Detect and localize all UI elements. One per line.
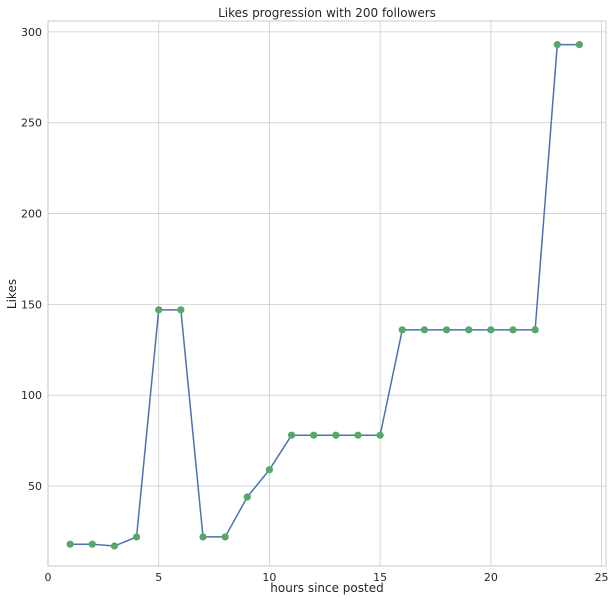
x-tick-labels: 0 5 10 15 20 25 xyxy=(45,571,609,584)
data-point xyxy=(531,326,539,334)
plot-frame xyxy=(47,20,607,567)
data-point xyxy=(243,493,251,501)
data-point xyxy=(332,431,340,439)
series-line-segment xyxy=(113,536,138,547)
series-line-group xyxy=(69,43,581,547)
x-axis-label: hours since posted xyxy=(270,581,383,595)
data-point xyxy=(66,540,74,548)
data-point xyxy=(110,542,119,550)
x-tick-label: 0 xyxy=(45,571,52,584)
series-line-segment xyxy=(135,309,160,538)
data-point xyxy=(199,533,207,541)
data-point xyxy=(132,533,141,541)
series-line-segment xyxy=(91,543,116,547)
x-tick-label: 5 xyxy=(155,571,162,584)
series-line-segment xyxy=(379,329,404,436)
data-point xyxy=(420,326,429,334)
series-line-segment xyxy=(180,309,204,538)
y-tick-label: 100 xyxy=(21,389,42,402)
data-point xyxy=(487,326,495,334)
x-tick-label: 15 xyxy=(373,571,387,584)
data-point xyxy=(155,306,163,314)
data-point xyxy=(221,533,229,541)
y-tick-label: 200 xyxy=(21,208,42,221)
data-point xyxy=(287,431,296,439)
grid-lines xyxy=(47,21,606,566)
y-axis-label: Likes xyxy=(5,279,19,309)
series-markers xyxy=(66,41,584,550)
y-tick-labels: 50 100 150 200 250 300 xyxy=(21,26,42,493)
y-tick-label: 300 xyxy=(21,26,42,39)
data-point xyxy=(575,41,584,49)
series-line-segment xyxy=(534,43,559,331)
data-point xyxy=(465,326,473,334)
chart-title: Likes progression with 200 followers xyxy=(218,6,436,20)
x-tick-label: 20 xyxy=(484,571,498,584)
data-point xyxy=(376,431,384,439)
y-tick-label: 250 xyxy=(21,117,42,130)
data-point xyxy=(354,431,362,439)
series-line-segment xyxy=(224,496,249,538)
x-tick-label: 10 xyxy=(262,571,276,584)
series-line-segment xyxy=(246,468,271,498)
data-point xyxy=(509,326,517,334)
y-tick-label: 150 xyxy=(21,298,42,311)
data-point xyxy=(398,326,406,334)
x-tick-label: 25 xyxy=(595,571,609,584)
series-line-segment xyxy=(268,434,293,471)
data-point xyxy=(177,306,185,314)
data-point xyxy=(442,326,451,334)
data-point xyxy=(265,466,274,474)
data-point xyxy=(553,41,561,49)
data-point xyxy=(310,431,318,439)
y-tick-label: 50 xyxy=(28,480,42,493)
data-point xyxy=(88,540,96,548)
